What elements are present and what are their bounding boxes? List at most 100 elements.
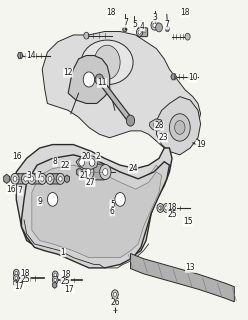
Circle shape	[95, 74, 103, 85]
Circle shape	[103, 169, 108, 175]
Text: 7: 7	[36, 171, 41, 180]
Text: 2: 2	[96, 152, 100, 161]
Circle shape	[153, 23, 156, 28]
Circle shape	[100, 164, 111, 180]
Circle shape	[155, 123, 158, 126]
Circle shape	[47, 193, 58, 206]
Polygon shape	[14, 280, 18, 286]
Text: 14: 14	[26, 51, 35, 60]
Circle shape	[94, 45, 120, 79]
Text: 6: 6	[110, 207, 115, 216]
Circle shape	[157, 204, 164, 212]
Text: 18: 18	[21, 268, 30, 277]
Text: 23: 23	[158, 133, 168, 142]
Text: 7: 7	[164, 20, 169, 29]
Text: 25: 25	[61, 277, 70, 286]
Text: 5: 5	[110, 200, 115, 209]
Circle shape	[24, 176, 28, 181]
Text: 13: 13	[186, 263, 195, 272]
Polygon shape	[16, 145, 172, 258]
Text: 3: 3	[153, 13, 157, 22]
Circle shape	[11, 173, 19, 184]
Circle shape	[159, 206, 162, 210]
Circle shape	[169, 114, 190, 141]
Polygon shape	[18, 52, 23, 59]
Text: 21: 21	[79, 171, 89, 180]
Polygon shape	[22, 155, 169, 268]
Circle shape	[112, 290, 118, 299]
FancyBboxPatch shape	[50, 174, 61, 184]
Text: 17: 17	[14, 282, 24, 291]
Text: 11: 11	[97, 78, 107, 87]
Circle shape	[175, 121, 185, 134]
Circle shape	[185, 33, 190, 40]
Circle shape	[84, 32, 89, 39]
Text: 19: 19	[196, 140, 205, 149]
Circle shape	[48, 176, 52, 181]
Text: 25: 25	[167, 210, 177, 219]
Polygon shape	[42, 32, 201, 151]
Circle shape	[52, 276, 58, 284]
Circle shape	[86, 169, 91, 175]
Text: 1: 1	[61, 248, 65, 257]
Polygon shape	[68, 55, 110, 103]
Text: 18: 18	[61, 270, 70, 279]
Circle shape	[13, 269, 19, 277]
Circle shape	[22, 173, 30, 184]
Text: 4: 4	[140, 22, 145, 31]
FancyBboxPatch shape	[31, 174, 43, 184]
Text: 18: 18	[180, 8, 190, 17]
Text: 25: 25	[21, 276, 30, 284]
Circle shape	[136, 28, 143, 36]
Text: 27: 27	[86, 178, 95, 187]
Text: 18: 18	[167, 204, 177, 212]
Circle shape	[165, 206, 168, 210]
Text: 7: 7	[18, 186, 23, 195]
Text: 10: 10	[188, 73, 198, 82]
Text: 20: 20	[82, 152, 91, 161]
Circle shape	[40, 176, 44, 181]
Circle shape	[138, 30, 141, 34]
Circle shape	[151, 20, 158, 30]
Circle shape	[113, 292, 117, 296]
Circle shape	[154, 121, 159, 128]
FancyBboxPatch shape	[138, 28, 148, 37]
Polygon shape	[29, 158, 162, 251]
Text: 16: 16	[12, 152, 22, 161]
Polygon shape	[150, 119, 164, 131]
Polygon shape	[156, 97, 201, 155]
Text: 3: 3	[27, 171, 32, 180]
Text: 12: 12	[63, 68, 73, 77]
Polygon shape	[32, 165, 162, 258]
Circle shape	[79, 159, 85, 166]
Text: 24: 24	[128, 164, 138, 173]
Circle shape	[38, 173, 46, 184]
Circle shape	[56, 173, 64, 184]
Text: 16: 16	[6, 185, 16, 194]
Circle shape	[115, 193, 125, 206]
Text: 9: 9	[37, 196, 42, 206]
Polygon shape	[130, 253, 234, 302]
Text: 18: 18	[106, 8, 116, 17]
Text: 8: 8	[53, 157, 58, 166]
Text: 7: 7	[123, 19, 128, 28]
Circle shape	[15, 271, 18, 275]
Circle shape	[52, 271, 58, 278]
Polygon shape	[171, 74, 176, 80]
Text: 26: 26	[110, 298, 120, 308]
Circle shape	[83, 72, 95, 87]
Circle shape	[126, 115, 135, 126]
Text: 22: 22	[61, 161, 70, 170]
Circle shape	[83, 164, 94, 180]
Circle shape	[13, 275, 19, 282]
Ellipse shape	[81, 40, 133, 84]
Circle shape	[28, 173, 36, 184]
Polygon shape	[53, 282, 57, 288]
Circle shape	[46, 173, 54, 184]
Circle shape	[89, 159, 95, 166]
Polygon shape	[4, 174, 10, 183]
Text: 5: 5	[132, 20, 137, 29]
FancyBboxPatch shape	[89, 164, 105, 180]
Circle shape	[13, 176, 17, 181]
Polygon shape	[64, 175, 69, 183]
